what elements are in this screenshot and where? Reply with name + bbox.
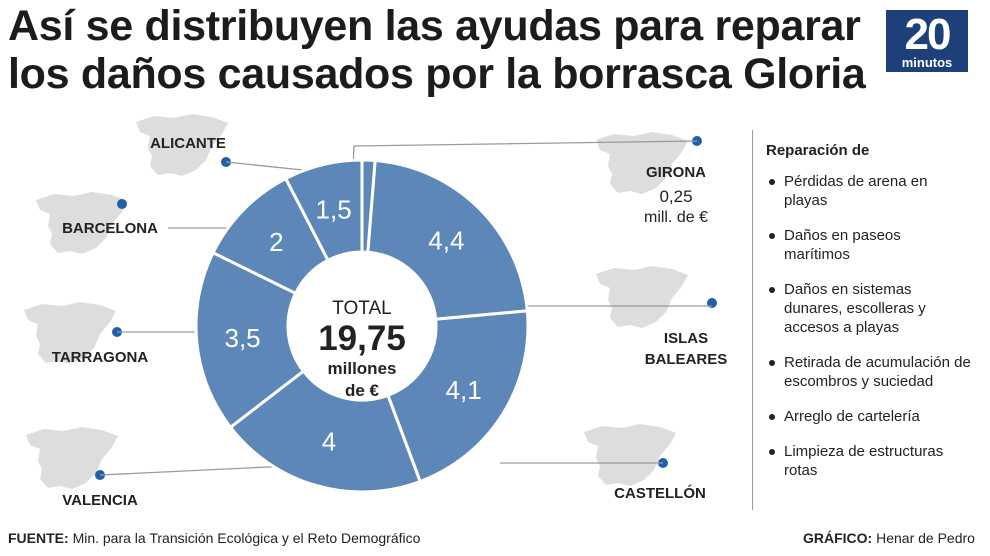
- region-label-alicante: ALICANTE: [150, 135, 226, 152]
- footer-credit: GRÁFICO: Henar de Pedro: [803, 530, 975, 546]
- leader-valencia: [99, 465, 291, 476]
- legend-title: Reparación de: [766, 142, 870, 159]
- credit-label: GRÁFICO:: [803, 530, 873, 546]
- segment-labels: 4,4 4,1 4 3,5 2 1,5: [225, 194, 482, 456]
- logo-word: minutos: [901, 55, 953, 70]
- region-label-valencia: VALENCIA: [62, 492, 138, 509]
- center-total-label: TOTAL: [332, 298, 391, 319]
- segment-value-barcelona: 2: [269, 227, 283, 257]
- credit-text: Henar de Pedro: [876, 530, 975, 546]
- center-unit-line2: de €: [345, 381, 380, 400]
- segment-castellon: [385, 309, 530, 484]
- segment-alicante: [283, 158, 364, 263]
- region-label-girona: GIRONA: [646, 164, 706, 181]
- segment-value-castellon: 4,1: [446, 375, 482, 405]
- donut-segments: [194, 158, 530, 494]
- region-label-islas-baleares: ISLAS: [664, 330, 708, 347]
- legend-item: Limpieza de estructuras rotas: [766, 442, 954, 480]
- legend-panel: Reparación de Pérdidas de arena en playa…: [752, 130, 989, 510]
- legend-list: Pérdidas de arena en playas Daños en pas…: [766, 172, 990, 496]
- segment-islas-baleares: [366, 158, 529, 321]
- center-total-value: 19,75: [318, 319, 406, 358]
- segment-valencia: [228, 369, 423, 494]
- region-label-barcelona: BARCELONA: [62, 220, 158, 237]
- legend-item: Daños en paseos marítimos: [766, 226, 934, 264]
- map-islas-baleares: [596, 266, 688, 328]
- segment-value-valencia: 4: [322, 426, 336, 456]
- girona-unit: mill. de €: [644, 209, 708, 226]
- region-label-castellon: CASTELLÓN: [614, 484, 706, 502]
- map-valencia: [26, 427, 118, 489]
- source-label: FUENTE:: [8, 530, 69, 546]
- marker-barcelona: [117, 199, 127, 209]
- region-label-tarragona: TARRAGONA: [52, 349, 149, 366]
- logo-number: 20: [904, 10, 952, 59]
- region-label-islas-baleares: BALEARES: [645, 351, 728, 368]
- region-labels: GIRONA ISLAS BALEARES CASTELLÓN VALENCIA TARR…: [52, 135, 727, 509]
- segment-value-alicante: 1,5: [316, 194, 352, 224]
- page-title: Así se distribuyen las ayudas para repar…: [8, 2, 866, 98]
- legend-item: Pérdidas de arena en playas: [766, 172, 944, 210]
- map-castellon: [584, 424, 676, 486]
- footer-source: FUENTE: Min. para la Transición Ecológic…: [8, 530, 420, 546]
- girona-value: 0,25: [659, 187, 692, 206]
- segment-value-islas-baleares: 4,4: [428, 226, 464, 256]
- center-unit-line1: millones: [328, 359, 397, 378]
- brand-logo: 20 minutos: [886, 10, 968, 72]
- source-text: Min. para la Transición Ecológica y el R…: [72, 530, 421, 546]
- legend-item: Retirada de acumulación de escombros y s…: [766, 353, 990, 391]
- segment-tarragona: [194, 250, 306, 430]
- legend-item: Daños en sistemas dunares, escolleras y …: [766, 280, 974, 337]
- segment-value-tarragona: 3,5: [225, 323, 261, 353]
- legend-item: Arreglo de cartelería: [766, 407, 984, 426]
